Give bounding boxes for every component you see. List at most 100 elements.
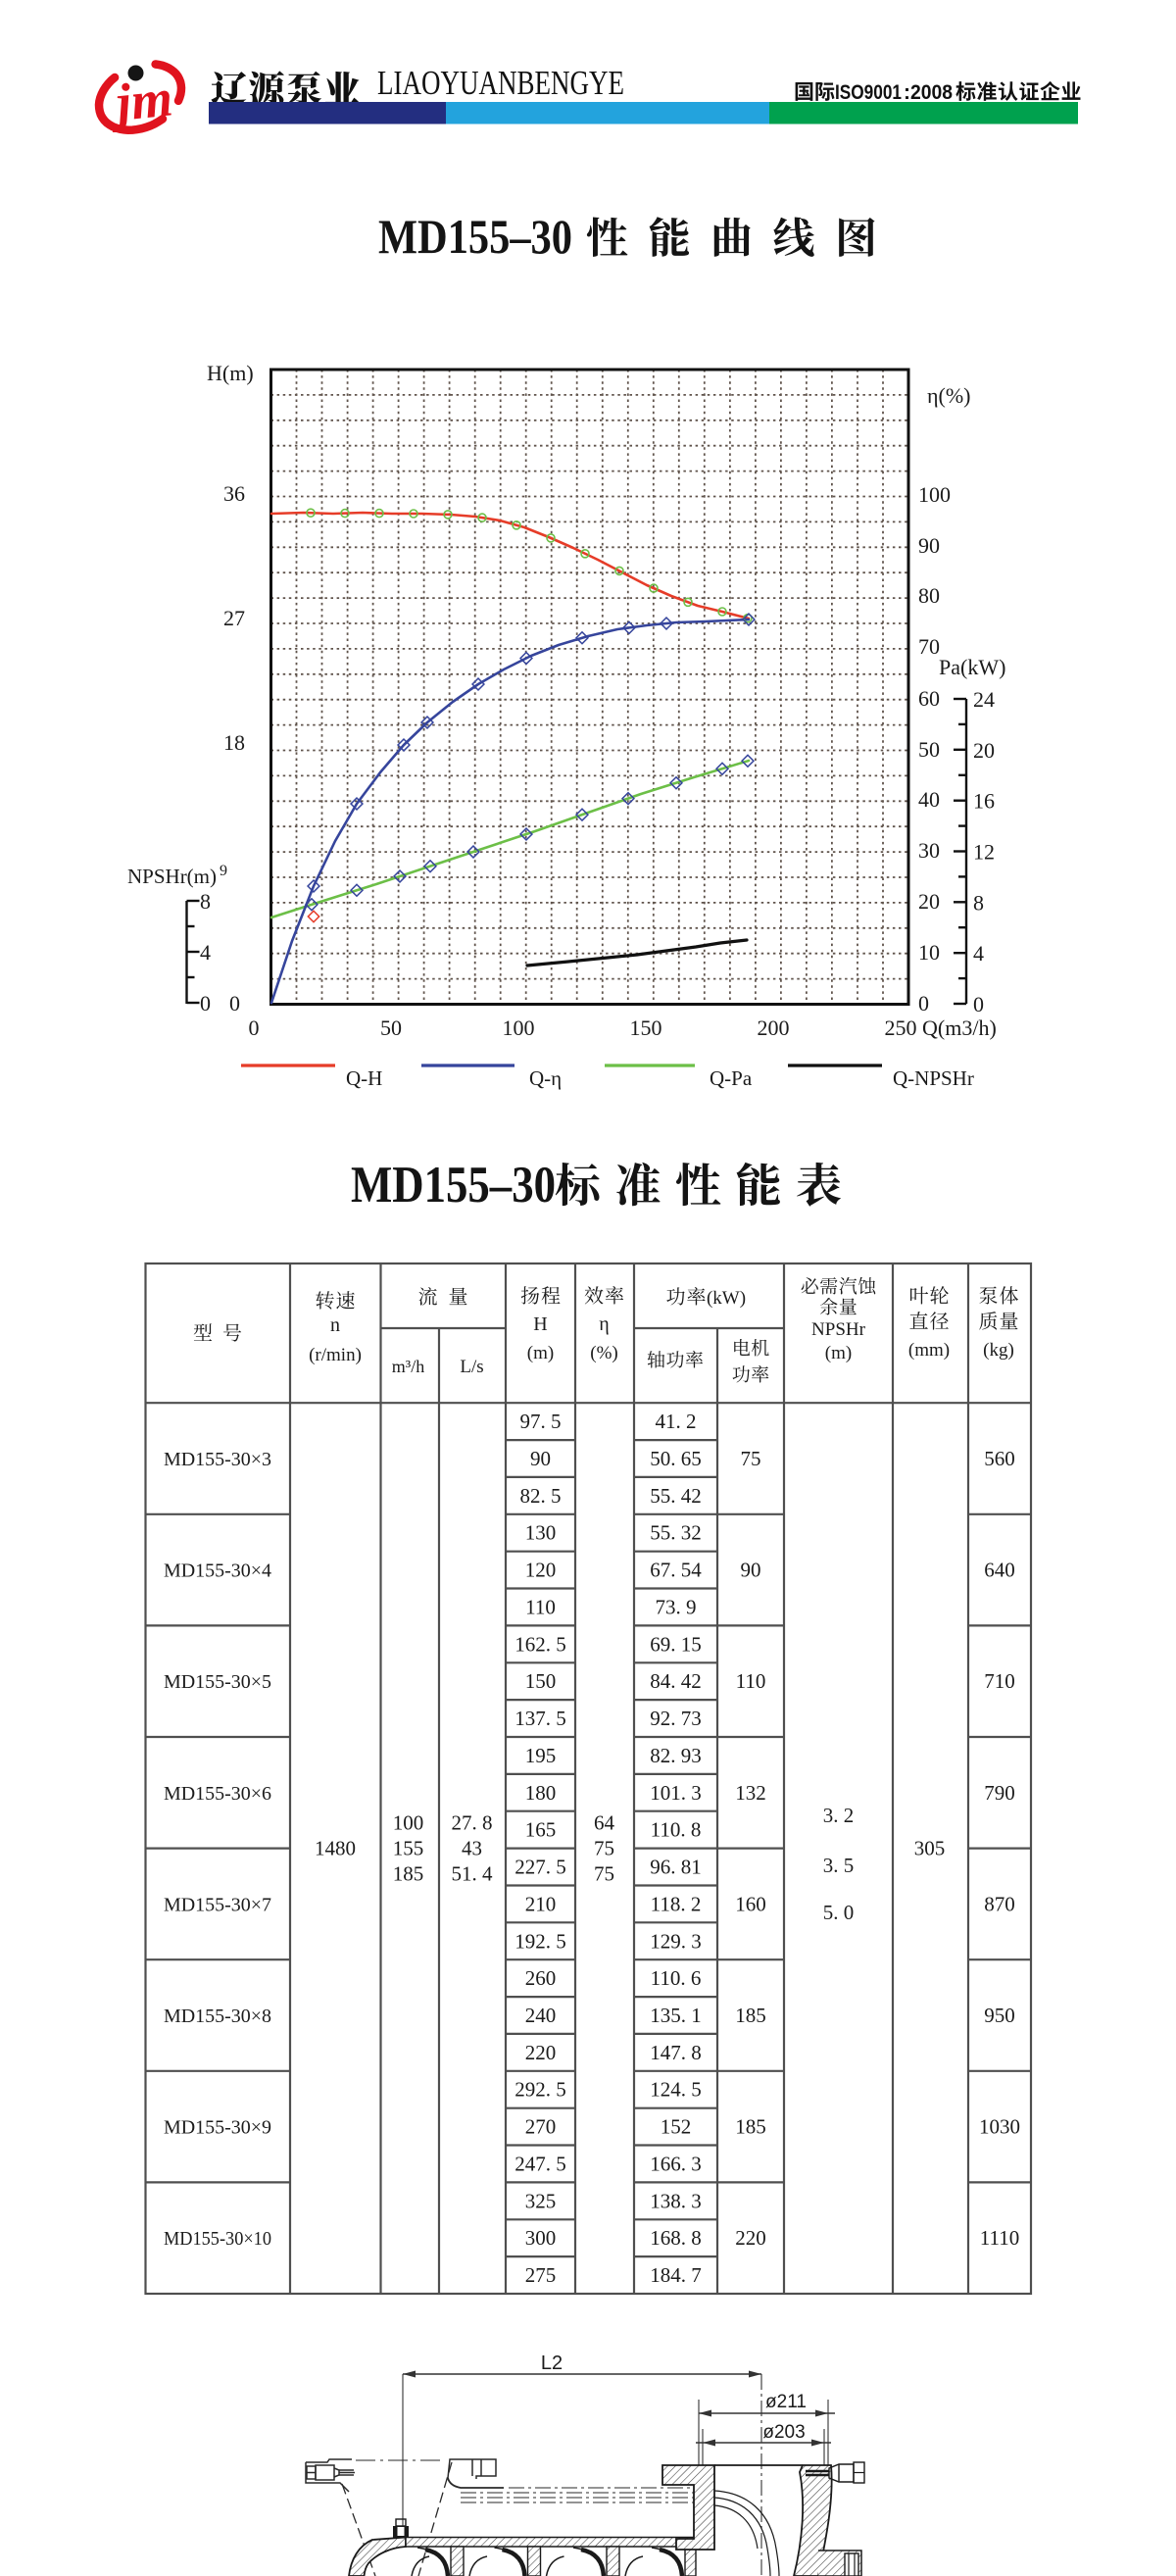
svg-text:5. 0: 5. 0 bbox=[823, 1901, 855, 1924]
svg-text:137. 5: 137. 5 bbox=[514, 1707, 566, 1730]
svg-text:51. 4: 51. 4 bbox=[452, 1862, 494, 1886]
svg-text:0: 0 bbox=[918, 991, 929, 1016]
svg-text:82. 93: 82. 93 bbox=[650, 1744, 702, 1767]
svg-text:3. 5: 3. 5 bbox=[823, 1854, 855, 1877]
svg-text:247. 5: 247. 5 bbox=[514, 2153, 566, 2176]
svg-text:325: 325 bbox=[525, 2189, 557, 2212]
svg-text:Q-H: Q-H bbox=[346, 1066, 382, 1090]
svg-text:50. 65: 50. 65 bbox=[650, 1447, 702, 1470]
svg-text:η(%): η(%) bbox=[927, 383, 970, 408]
svg-text:292. 5: 292. 5 bbox=[514, 2078, 566, 2102]
svg-text:90: 90 bbox=[530, 1447, 551, 1470]
svg-text:152: 152 bbox=[661, 2115, 692, 2139]
svg-text:275: 275 bbox=[525, 2263, 557, 2287]
svg-text:50: 50 bbox=[918, 737, 940, 762]
svg-text:ø211: ø211 bbox=[765, 2392, 807, 2412]
svg-text:138. 3: 138. 3 bbox=[650, 2189, 702, 2212]
svg-text::: : bbox=[904, 81, 910, 104]
svg-text:790: 790 bbox=[984, 1781, 1015, 1805]
svg-text:185: 185 bbox=[393, 1862, 424, 1886]
svg-text:90: 90 bbox=[741, 1559, 761, 1582]
svg-text:220: 220 bbox=[735, 2226, 766, 2250]
svg-text:120: 120 bbox=[525, 1559, 557, 1582]
svg-text:9: 9 bbox=[220, 863, 227, 879]
svg-text:36: 36 bbox=[223, 481, 245, 506]
svg-text:97. 5: 97. 5 bbox=[520, 1410, 562, 1433]
svg-text:210: 210 bbox=[525, 1892, 557, 1915]
svg-text:240: 240 bbox=[525, 2004, 557, 2027]
svg-text:27. 8: 27. 8 bbox=[452, 1811, 493, 1835]
svg-text:1480: 1480 bbox=[315, 1837, 356, 1860]
svg-text:1110: 1110 bbox=[980, 2226, 1019, 2250]
svg-text:0: 0 bbox=[229, 991, 240, 1016]
svg-text:8: 8 bbox=[973, 890, 984, 915]
svg-text:MD155-30×8: MD155-30×8 bbox=[164, 2006, 271, 2027]
svg-text:75: 75 bbox=[741, 1447, 761, 1470]
svg-text:NPSHr: NPSHr bbox=[811, 1319, 866, 1340]
svg-text:12: 12 bbox=[973, 840, 995, 865]
svg-text:18: 18 bbox=[223, 730, 245, 755]
svg-text:4: 4 bbox=[973, 941, 984, 966]
svg-text:m³/h: m³/h bbox=[392, 1357, 424, 1376]
svg-text:640: 640 bbox=[984, 1559, 1015, 1582]
svg-text:3. 2: 3. 2 bbox=[823, 1804, 855, 1827]
svg-text:MD155-30×5: MD155-30×5 bbox=[164, 1672, 271, 1693]
svg-text:870: 870 bbox=[984, 1892, 1015, 1915]
svg-text:220: 220 bbox=[525, 2041, 557, 2064]
svg-text:250: 250 bbox=[885, 1016, 917, 1040]
svg-text:84. 42: 84. 42 bbox=[650, 1669, 702, 1693]
svg-text:Q-η: Q-η bbox=[529, 1066, 562, 1090]
svg-text:20: 20 bbox=[918, 889, 940, 914]
svg-text:0: 0 bbox=[249, 1016, 260, 1040]
svg-text:96. 81: 96. 81 bbox=[650, 1856, 702, 1879]
svg-text:MD155-30×10: MD155-30×10 bbox=[164, 2229, 271, 2250]
svg-text:110. 6: 110. 6 bbox=[651, 1966, 702, 1990]
svg-text:560: 560 bbox=[984, 1447, 1015, 1470]
svg-text:118. 2: 118. 2 bbox=[651, 1892, 702, 1915]
svg-text:Q-NPSHr: Q-NPSHr bbox=[893, 1066, 974, 1090]
svg-text:260: 260 bbox=[525, 1966, 557, 1990]
svg-text:(%): (%) bbox=[590, 1343, 617, 1363]
svg-text:950: 950 bbox=[984, 2004, 1015, 2027]
svg-text:40: 40 bbox=[918, 787, 940, 812]
svg-text:8: 8 bbox=[200, 889, 211, 914]
svg-text:16: 16 bbox=[973, 789, 995, 814]
svg-text:ø203: ø203 bbox=[762, 2422, 805, 2443]
svg-text:73. 9: 73. 9 bbox=[656, 1596, 697, 1619]
svg-text:43: 43 bbox=[462, 1837, 482, 1860]
svg-text:L2: L2 bbox=[541, 2353, 563, 2374]
svg-text:0: 0 bbox=[200, 991, 211, 1016]
svg-text:(r/min): (r/min) bbox=[309, 1345, 362, 1365]
svg-text:92. 73: 92. 73 bbox=[650, 1707, 702, 1730]
svg-text:69. 15: 69. 15 bbox=[650, 1632, 702, 1656]
svg-text:41. 2: 41. 2 bbox=[656, 1410, 697, 1433]
svg-text:80: 80 bbox=[918, 583, 940, 608]
svg-text:227. 5: 227. 5 bbox=[514, 1856, 566, 1879]
svg-text:132: 132 bbox=[735, 1781, 766, 1805]
svg-text:η: η bbox=[599, 1313, 609, 1335]
svg-text:305: 305 bbox=[914, 1837, 946, 1860]
svg-text:130: 130 bbox=[525, 1521, 557, 1545]
svg-text:67. 54: 67. 54 bbox=[650, 1559, 702, 1582]
svg-text:168. 8: 168. 8 bbox=[650, 2226, 702, 2250]
svg-text:70: 70 bbox=[918, 634, 940, 659]
svg-text:55. 32: 55. 32 bbox=[650, 1521, 702, 1545]
svg-text:710: 710 bbox=[984, 1669, 1015, 1693]
svg-text:60: 60 bbox=[918, 686, 940, 711]
svg-text:0: 0 bbox=[973, 992, 984, 1016]
svg-text:135. 1: 135. 1 bbox=[650, 2004, 702, 2027]
svg-text:Q-Pa: Q-Pa bbox=[710, 1066, 753, 1090]
svg-text:100: 100 bbox=[918, 482, 951, 507]
svg-text:20: 20 bbox=[973, 738, 995, 763]
svg-text:129. 3: 129. 3 bbox=[650, 1929, 702, 1953]
svg-text:1030: 1030 bbox=[979, 2115, 1020, 2139]
svg-text:MD155-30×4: MD155-30×4 bbox=[164, 1561, 271, 1582]
svg-text:162. 5: 162. 5 bbox=[514, 1632, 566, 1656]
svg-text:(m): (m) bbox=[527, 1343, 554, 1363]
svg-text:55. 42: 55. 42 bbox=[650, 1484, 702, 1508]
svg-text:10: 10 bbox=[918, 940, 940, 965]
svg-text:192. 5: 192. 5 bbox=[514, 1929, 566, 1953]
svg-text:H(m): H(m) bbox=[207, 361, 254, 385]
svg-text:100: 100 bbox=[393, 1811, 424, 1835]
svg-text:100: 100 bbox=[503, 1016, 535, 1040]
